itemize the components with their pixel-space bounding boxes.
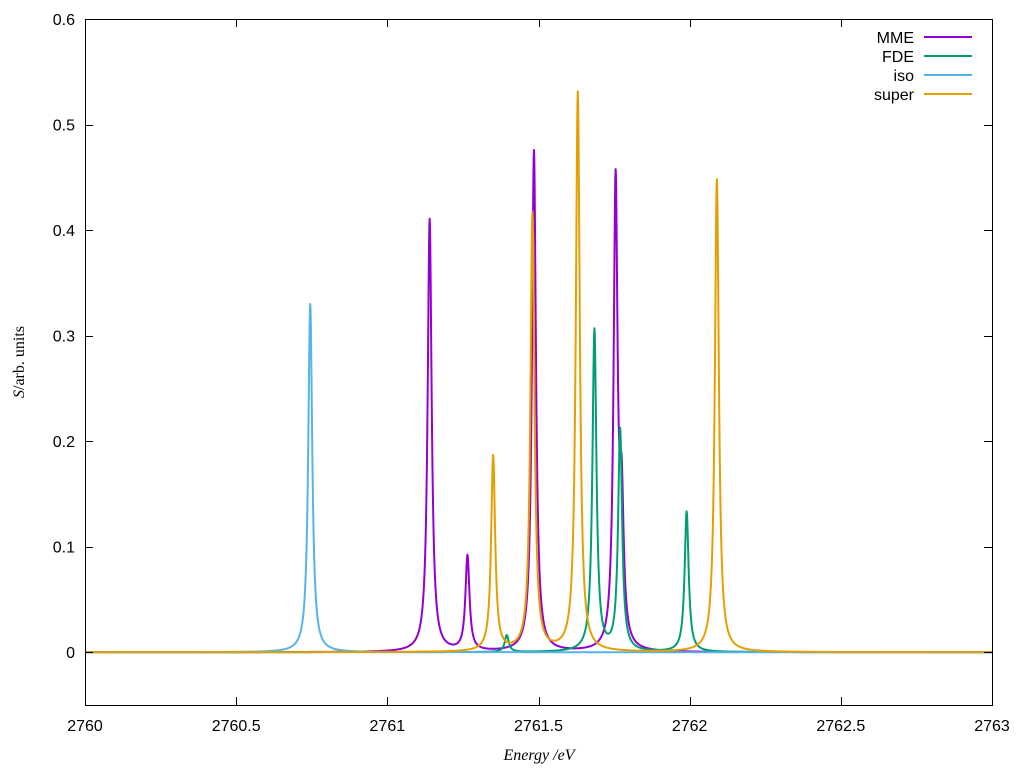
y-tick-label: 0.2: [53, 434, 75, 451]
x-tick-label: 2760: [67, 718, 103, 735]
y-tick-label: 0.5: [53, 118, 75, 135]
x-tick-label: 2761: [370, 718, 406, 735]
series-line-super: [84, 90, 993, 654]
y-axis-symbol: S: [11, 390, 28, 398]
y-axis-unit: /arb. units: [11, 326, 28, 390]
x-axis-title: Energy /eV: [503, 747, 577, 764]
y-tick-label: 0: [66, 645, 75, 662]
legend-label-fde: FDE: [882, 49, 914, 66]
x-tick-label: 2762: [672, 718, 708, 735]
y-tick-label: 0.1: [53, 540, 75, 557]
x-tick-label: 2763: [974, 718, 1010, 735]
y-tick-label: 0.6: [53, 12, 75, 29]
legend-label-iso: iso: [894, 68, 915, 85]
x-tick-label: 2760.5: [212, 718, 261, 735]
series-lines: [84, 90, 993, 654]
x-tick-label: 2761.5: [514, 718, 563, 735]
series-line-fde: [84, 327, 993, 654]
legend-label-mme: MME: [877, 30, 914, 47]
y-tick-label: 0.3: [53, 329, 75, 346]
y-tick-label: 0.4: [53, 223, 75, 240]
x-tick-label: 2762.5: [816, 718, 865, 735]
legend: MME FDE iso super: [874, 30, 972, 104]
axis-ticks: [85, 19, 993, 705]
y-axis-title: S/arb. units: [11, 326, 28, 398]
axis-tick-labels: 2760 2760.5 2761 2761.5 2762 2762.5 2763 0 0.1 0.…: [53, 12, 1010, 735]
legend-label-super: super: [874, 87, 915, 104]
